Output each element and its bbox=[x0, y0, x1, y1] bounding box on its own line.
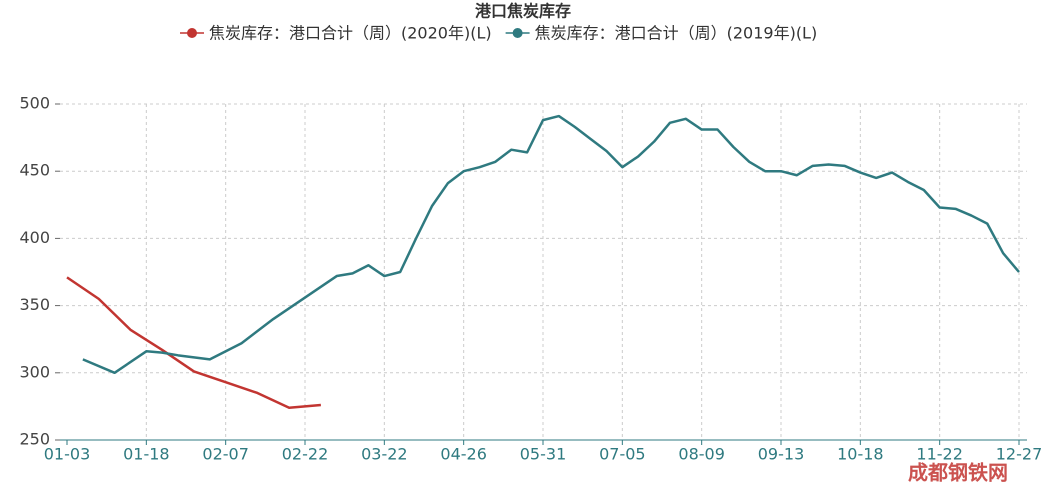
x-tick-label: 01-03 bbox=[44, 445, 91, 464]
watermark: 成都钢铁网 bbox=[908, 461, 1008, 485]
legend-label: 焦炭库存：港口合计（周）(2020年)(L) bbox=[209, 24, 492, 43]
legend-marker bbox=[187, 28, 197, 38]
x-tick-label: 09-13 bbox=[758, 445, 805, 464]
x-tick-label: 05-31 bbox=[520, 445, 567, 464]
series-line bbox=[66, 276, 321, 409]
x-tick-label: 01-18 bbox=[123, 445, 170, 464]
x-tick-label: 04-26 bbox=[440, 445, 487, 464]
y-tick-label: 250 bbox=[19, 430, 50, 449]
y-tick-label: 450 bbox=[19, 161, 50, 180]
legend-label: 焦炭库存：港口合计（周）(2019年)(L) bbox=[535, 24, 818, 43]
y-tick-label: 350 bbox=[19, 295, 50, 314]
chart-title: 港口焦炭库存 bbox=[475, 2, 571, 21]
y-tick-label: 400 bbox=[19, 228, 50, 247]
y-tick-label: 500 bbox=[19, 94, 50, 113]
y-tick-label: 300 bbox=[19, 362, 50, 381]
x-tick-label: 03-22 bbox=[361, 445, 408, 464]
x-tick-label: 07-05 bbox=[599, 445, 646, 464]
x-tick-label: 10-18 bbox=[837, 445, 884, 464]
x-tick-label: 11-22 bbox=[916, 445, 963, 464]
series-line bbox=[82, 114, 1020, 375]
x-tick-label: 02-07 bbox=[202, 445, 249, 464]
legend: 焦炭库存：港口合计（周）(2020年)(L) 焦炭库存：港口合计（周）(2019年… bbox=[180, 24, 817, 43]
x-tick-label: 08-09 bbox=[678, 445, 725, 464]
legend-marker bbox=[512, 28, 523, 38]
x-tick-label: 12-27 bbox=[996, 445, 1043, 464]
x-tick-label: 02-22 bbox=[282, 445, 329, 464]
